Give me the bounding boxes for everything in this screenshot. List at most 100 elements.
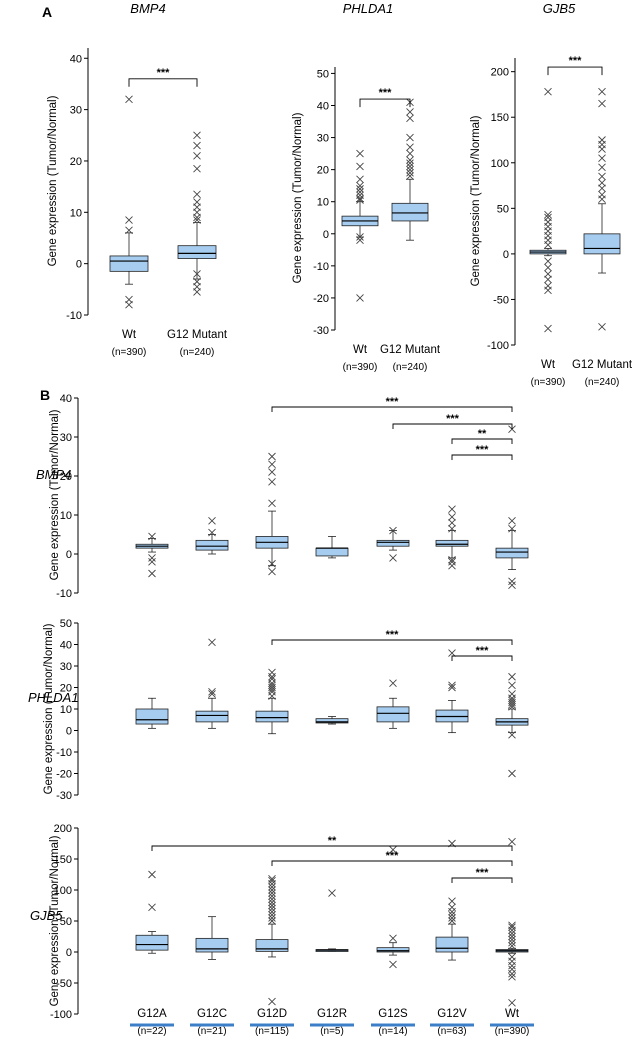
box-0 [135,697,169,729]
y-tick-label: 150 [491,112,509,124]
iqr-box [391,202,429,222]
y-axis-label: Gene expression (Tumor/Normal) [49,835,61,1006]
category-label: G12 Mutant [380,344,441,356]
iqr-box [376,706,410,723]
outlier-point [508,672,516,681]
significance-bracket [359,98,411,108]
outlier-point [268,907,276,916]
y-tick-label: 200 [54,823,72,835]
iqr-box [376,947,410,953]
outlier-point [448,683,456,692]
chart-title: BMP4 [130,1,165,16]
iqr-box [195,937,229,953]
outlier-point [148,903,156,912]
y-tick-label: 30 [317,133,329,145]
outlier-point [508,921,516,930]
iqr-box [195,710,229,723]
category-label: G12V [437,1008,467,1020]
y-tick-label: 50 [497,203,509,215]
box-6 [495,672,529,778]
category-label: Wt [505,1008,520,1020]
box-2 [255,452,289,576]
chart-2: -100 -50 0 50 100 150 200 Gene expression (Tumo… [470,1,633,388]
outlier-point [448,910,456,919]
outlier-point [356,175,364,184]
outlier-point [193,141,201,150]
outlier-point [544,210,552,219]
outlier-point [193,277,201,286]
box-0 [135,870,169,954]
outlier-point [268,904,276,913]
outlier-point [448,505,456,513]
outlier-point [448,518,456,527]
outlier-point [356,149,364,158]
outlier-point [268,567,276,576]
outlier-point [508,953,516,961]
significance-bracket [128,78,198,87]
category-label: G12S [378,1008,408,1020]
y-tick-label: 0 [66,726,72,738]
y-tick-label: -50 [493,294,509,306]
iqr-box [315,547,349,557]
outlier-point [508,999,516,1007]
category-count: (n=22) [137,1026,166,1037]
outlier-point [148,557,156,566]
y-tick-label: 0 [323,229,329,241]
panel-b-label: B [40,387,50,403]
outlier-point [544,263,552,272]
y-tick-label: 100 [54,885,72,897]
outlier-point [448,557,456,566]
outlier-point [268,914,276,922]
y-tick-label: -10 [56,747,72,759]
iqr-box [177,245,217,259]
significance-label: ** [478,428,487,440]
category-count: (n=115) [255,1026,289,1037]
gene-label: GJB5 [30,908,63,923]
box-1 [391,98,429,241]
iqr-box [195,539,229,551]
y-tick-label: 10 [70,207,82,219]
outlier-point [356,236,364,245]
significance-bracket [271,639,513,645]
category-label: Wt [353,344,368,356]
outlier-point [544,270,552,278]
outlier-point [356,181,364,190]
panel-a-label: A [42,4,52,20]
iqr-box [255,710,289,723]
outlier-point [268,468,276,476]
outlier-point [598,190,606,199]
outlier-point [448,513,456,521]
box-0 [135,532,169,578]
outlier-point [193,164,201,173]
outlier-point [508,972,516,981]
y-tick-label: 150 [54,854,72,866]
y-axis-label: Gene expression (Tumor/Normal) [470,115,482,286]
outlier-point [508,965,516,974]
outlier-point [448,681,456,690]
box-6 [495,425,529,590]
y-tick-label: 20 [70,156,82,168]
y-tick-label: -20 [56,769,72,781]
category-count: (n=390) [531,377,566,388]
outlier-point [406,143,414,152]
outlier-point [508,932,516,941]
outlier-point [356,188,364,196]
y-tick-label: 30 [60,661,72,673]
y-tick-label: -10 [66,310,82,322]
outlier-point [406,162,414,171]
iqr-box [135,934,169,951]
box-1 [195,916,229,960]
outlier-point [448,903,456,912]
significance-label: *** [476,645,490,657]
outlier-point [508,938,516,947]
outlier-point [268,898,276,907]
box-6 [495,837,529,1007]
outlier-point [356,233,364,241]
outlier-point [448,917,456,925]
outlier-point [193,131,201,140]
outlier-point [268,895,276,904]
outlier-point [356,191,364,200]
significance-label: *** [386,396,400,408]
outlier-point [389,845,397,854]
